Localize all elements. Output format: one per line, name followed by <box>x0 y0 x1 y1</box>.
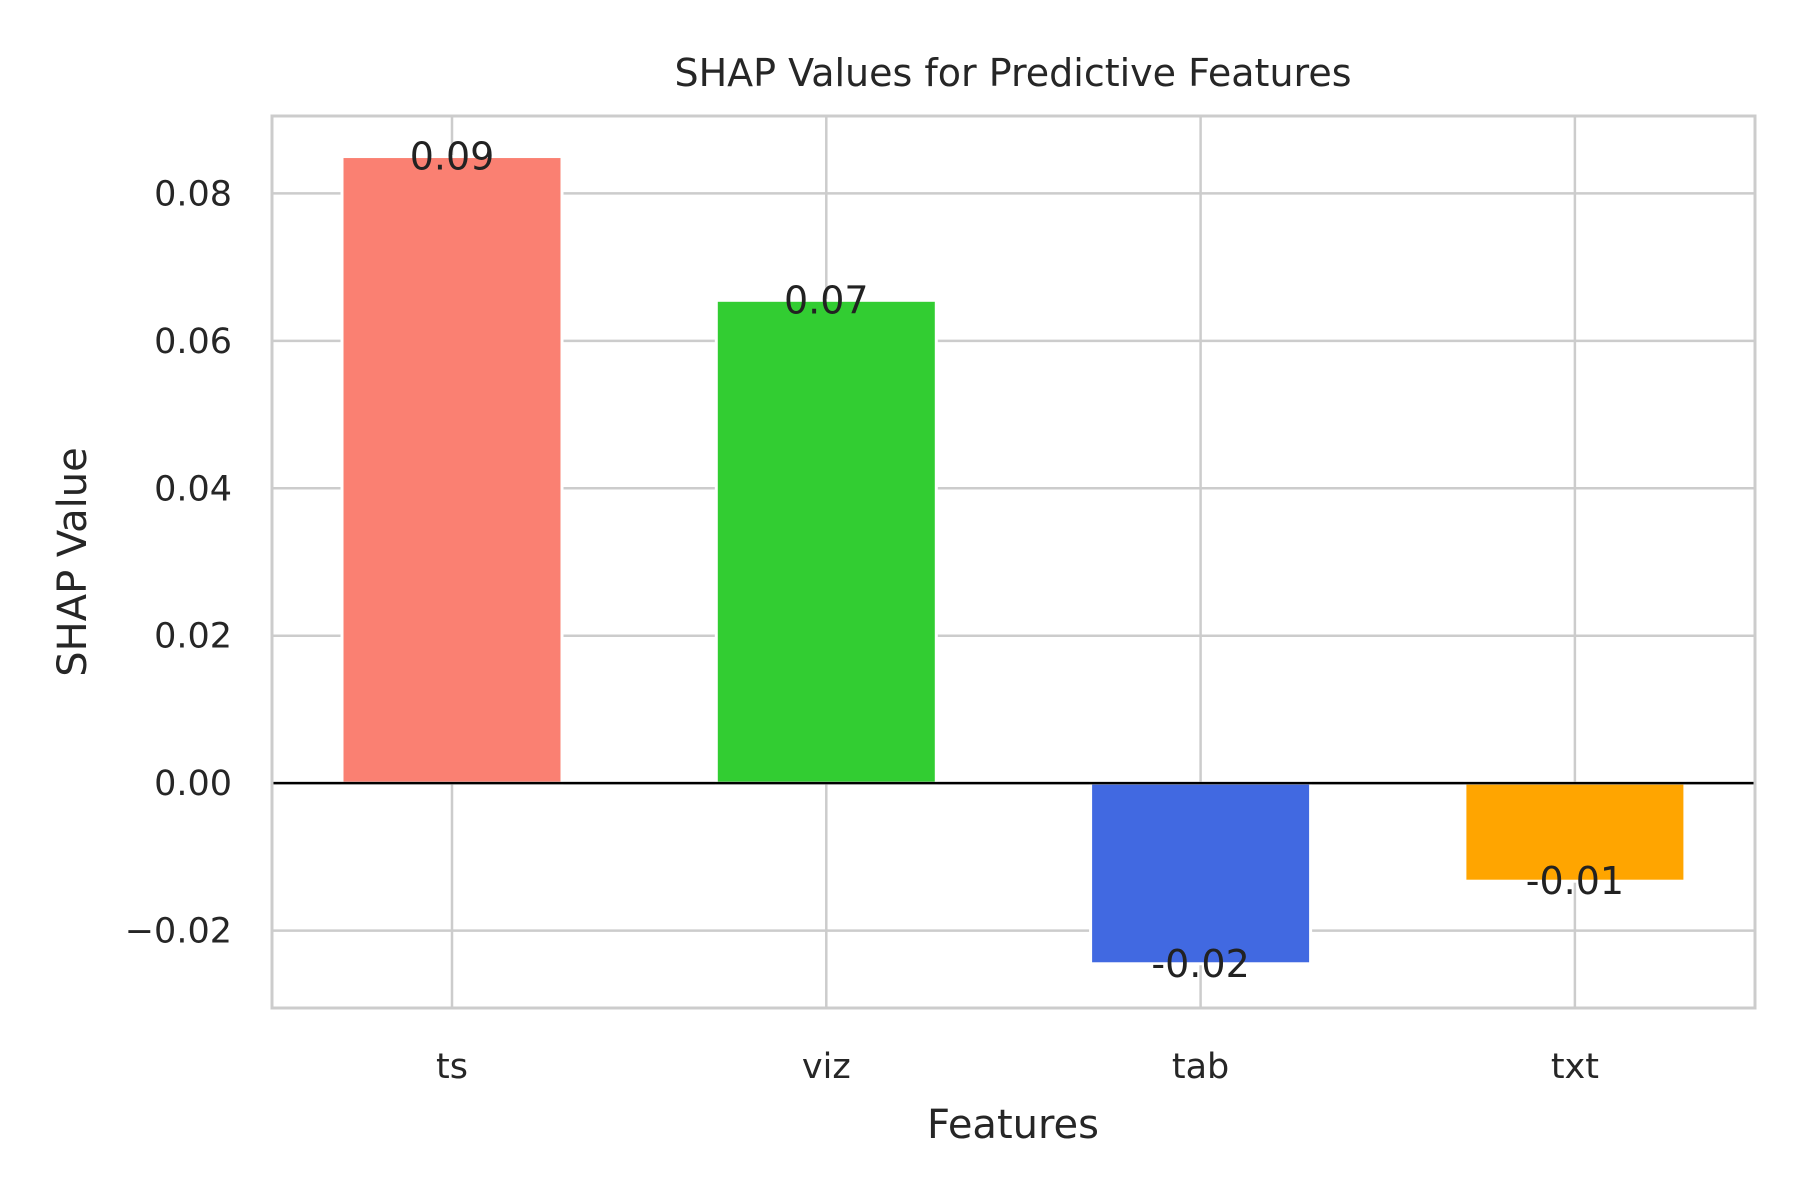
x-tick-labels: ts viz tab txt <box>436 1047 1599 1087</box>
x-tick-label-tab: tab <box>1172 1047 1229 1087</box>
x-tick-label-ts: ts <box>436 1047 468 1087</box>
y-tick-label: 0.04 <box>154 469 232 509</box>
y-tick-label: 0.02 <box>154 617 232 657</box>
data-label-viz: 0.07 <box>784 278 869 322</box>
bar-ts <box>340 155 564 785</box>
y-tick-label: 0.08 <box>154 174 232 214</box>
bar-tab <box>1089 781 1313 966</box>
y-tick-labels: −0.02 0.00 0.02 0.04 0.06 0.08 <box>125 174 232 951</box>
y-tick-label: 0.00 <box>154 764 232 804</box>
x-axis-label: Features <box>927 1102 1099 1148</box>
y-axis-label: SHAP Value <box>50 447 96 677</box>
x-tick-label-viz: viz <box>802 1047 851 1087</box>
data-label-ts: 0.09 <box>410 135 495 179</box>
y-tick-label: 0.06 <box>154 322 232 362</box>
data-label-tab: -0.02 <box>1151 942 1249 986</box>
plot-frame <box>270 114 1757 1010</box>
bar-viz <box>714 298 938 785</box>
x-tick-label-txt: txt <box>1551 1047 1599 1087</box>
chart-title: SHAP Values for Predictive Features <box>674 51 1351 95</box>
plot-border <box>270 114 1757 1010</box>
bar-txt <box>1463 781 1687 883</box>
data-label-txt: -0.01 <box>1526 859 1624 903</box>
y-tick-label: −0.02 <box>125 912 232 952</box>
bars <box>340 155 1687 966</box>
data-labels: 0.09 0.07 -0.02 -0.01 <box>410 135 1624 986</box>
